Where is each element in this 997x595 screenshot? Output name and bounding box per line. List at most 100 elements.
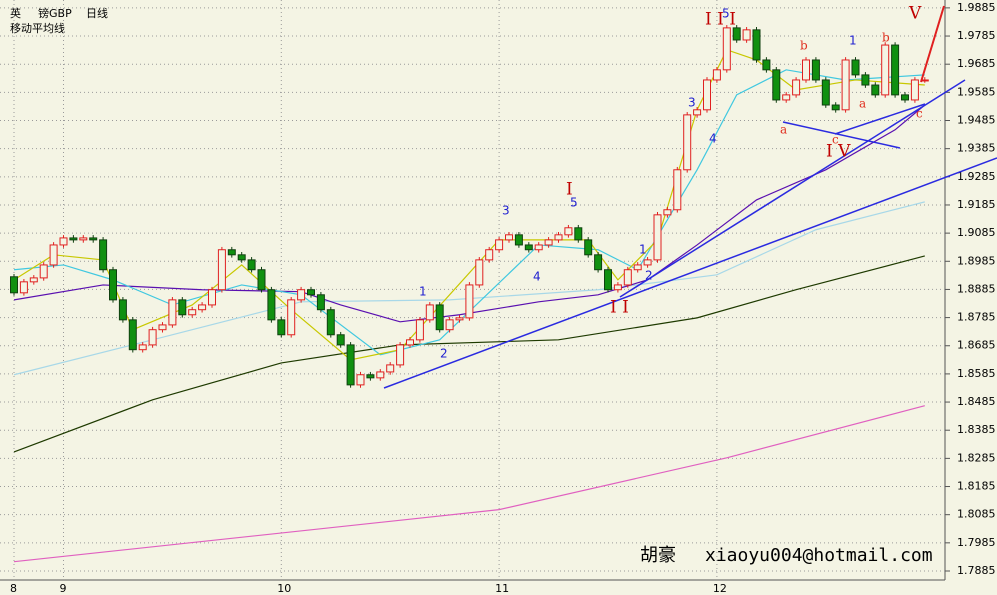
y-tick-label: 1.9285: [957, 170, 996, 183]
candle-body: [208, 289, 216, 306]
candle-body: [821, 79, 830, 106]
candle-body: [217, 249, 226, 291]
candle-body: [445, 319, 454, 331]
candle-body: [693, 109, 702, 116]
candle-body: [534, 244, 543, 251]
candle-body: [505, 234, 513, 241]
candle-body: [732, 27, 741, 41]
candle-body: [792, 79, 801, 96]
candle-body: [772, 69, 781, 101]
candle-body: [623, 269, 632, 286]
y-tick-label: 1.9085: [957, 226, 996, 239]
y-tick-label: 1.9785: [957, 29, 996, 42]
candle-body: [336, 334, 345, 346]
wave-label: 1: [419, 285, 427, 299]
candle-body: [316, 294, 325, 311]
wave-label: 5: [722, 7, 730, 21]
arrow: [920, 5, 945, 83]
candle-body: [168, 299, 177, 326]
candle-body: [594, 254, 603, 271]
trendline: [383, 157, 997, 389]
candle-body: [604, 269, 612, 291]
candle-body: [257, 269, 266, 291]
moving-average: [13, 201, 925, 376]
candle-body: [148, 329, 157, 346]
watermark-author: 胡豪: [640, 545, 676, 566]
candle-body: [346, 344, 355, 386]
y-tick-label: 1.8585: [957, 367, 996, 380]
candle-body: [841, 59, 850, 111]
trendline: [782, 121, 901, 149]
y-tick-label: 1.8985: [957, 254, 996, 267]
candle-body: [891, 44, 900, 96]
moving-average: [13, 69, 925, 356]
candle-body: [811, 59, 820, 81]
wave-label: b: [882, 31, 890, 45]
candle-body: [514, 234, 523, 246]
instrument-name: 镑GBP: [38, 6, 72, 20]
wave-label: a: [780, 123, 787, 137]
wave-label: V: [908, 4, 922, 24]
y-tick-label: 1.7885: [957, 564, 996, 577]
candle-body: [901, 94, 909, 101]
candle-body: [871, 84, 880, 96]
candle-body: [544, 239, 553, 246]
y-tick-label: 1.9885: [957, 1, 996, 14]
candle-body: [89, 237, 98, 241]
candle-body: [455, 317, 464, 321]
wave-label: I I I: [705, 10, 736, 30]
candle-body: [386, 364, 395, 373]
y-tick-label: 1.9185: [957, 198, 996, 211]
candle-body: [722, 27, 731, 71]
wave-label: I V: [826, 142, 851, 162]
candle-body: [831, 104, 840, 111]
trendline: [619, 79, 966, 298]
candle-body: [99, 239, 108, 271]
candle-body: [39, 264, 48, 279]
wave-label: 2: [645, 269, 653, 283]
candle-body: [663, 209, 672, 216]
candle-body: [326, 309, 335, 336]
y-tick-label: 1.8085: [957, 508, 996, 521]
candle-body: [19, 281, 28, 294]
candle-body: [524, 244, 533, 251]
candle-body: [396, 344, 405, 366]
candle-body: [465, 284, 474, 319]
y-tick-label: 1.9585: [957, 85, 996, 98]
candle-body: [683, 114, 692, 171]
moving-average: [13, 405, 925, 563]
candle-body: [198, 304, 207, 311]
candle-body: [188, 309, 197, 316]
candle-body: [574, 227, 583, 241]
candle-body: [643, 259, 652, 266]
candle-body: [237, 254, 246, 261]
moving-average: [13, 104, 926, 323]
candle-body: [69, 237, 78, 241]
y-tick-label: 1.8485: [957, 395, 996, 408]
candle-body: [49, 244, 58, 266]
candle-body: [79, 237, 88, 241]
x-tick-label: 9: [60, 582, 67, 595]
candle-body: [910, 79, 919, 101]
candle-body: [356, 374, 365, 386]
y-tick-label: 1.9385: [957, 142, 996, 155]
wave-label: 3: [502, 204, 510, 218]
candle-body: [277, 319, 286, 336]
candle-body: [297, 289, 306, 301]
candle-body: [703, 79, 711, 111]
wave-label: 4: [533, 270, 541, 284]
candle-body: [267, 289, 276, 321]
y-tick-label: 1.7985: [957, 536, 996, 549]
wave-label: 5: [570, 196, 578, 210]
candle-body: [653, 214, 662, 261]
wave-label: c: [832, 133, 839, 147]
candle-body: [802, 59, 810, 81]
x-tick-label: 12: [713, 582, 727, 595]
trendline: [834, 103, 926, 135]
candle-body: [554, 234, 563, 241]
candle-body: [673, 169, 682, 211]
candle-body: [613, 284, 622, 291]
wave-label: 1: [849, 34, 857, 48]
candle-body: [227, 249, 236, 256]
